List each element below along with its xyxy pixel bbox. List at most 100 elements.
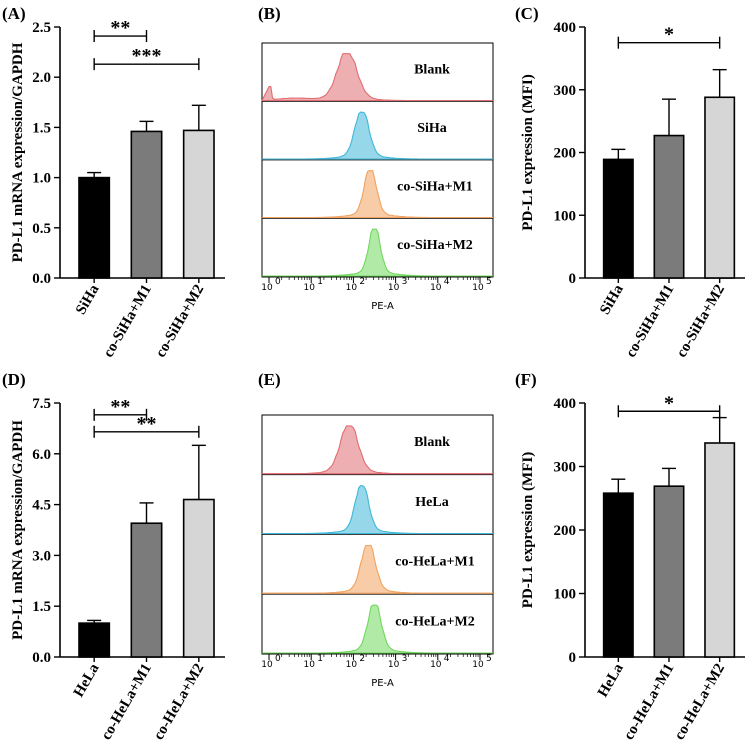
bar-0	[602, 492, 634, 658]
y-tick-label: 300	[554, 460, 577, 476]
track-label-1: HeLa	[415, 495, 448, 510]
x-tick-exponent: 0	[275, 277, 281, 287]
bar-0	[602, 158, 634, 279]
significance-stars-0: *	[664, 392, 674, 414]
y-tick-label: 1.5	[32, 599, 51, 615]
x-tick-label: 10	[261, 283, 273, 293]
panel-label-b: (B)	[258, 4, 281, 23]
histogram-0	[261, 53, 493, 102]
panel-label-f: (F)	[515, 370, 537, 389]
bar-0	[78, 622, 111, 658]
y-tick-label: 7.5	[32, 396, 51, 412]
significance-stars-0: *	[664, 24, 674, 46]
category-label-2: co-HeLa+M2	[672, 661, 728, 743]
histogram-1	[262, 485, 493, 535]
x-tick-exponent: 4	[444, 654, 450, 664]
y-axis-title: PD-L1 expression (MFI)	[520, 74, 536, 230]
significance-stars-0: **	[110, 396, 130, 418]
y-tick-label: 0.0	[32, 271, 51, 287]
y-tick-label: 200	[554, 146, 577, 162]
bar-2	[704, 442, 736, 658]
chart-e-hela-flow: BlankHeLaco-HeLa+M1co-HeLa+M210010110210…	[261, 414, 494, 689]
bar-1	[130, 522, 163, 658]
category-label-2: co-SiHa+M2	[674, 282, 728, 360]
x-tick-exponent: 5	[486, 277, 492, 287]
x-tick-label: 10	[430, 660, 442, 670]
category-label-2: co-SiHa+M2	[153, 282, 207, 360]
bar-0	[78, 176, 111, 279]
category-label-1: co-SiHa+M1	[101, 282, 155, 360]
x-tick-exponent: 1	[317, 277, 323, 287]
category-label-1: co-HeLa+M1	[99, 661, 155, 743]
bar-1	[653, 485, 685, 658]
x-tick-label: 10	[261, 660, 273, 670]
category-label-0: HeLa	[71, 661, 103, 700]
y-tick-label: 400	[554, 396, 577, 412]
y-tick-label: 300	[554, 83, 577, 99]
category-label-0: SiHa	[597, 282, 627, 318]
y-tick-label: 2.5	[32, 20, 51, 36]
category-label-2: co-HeLa+M2	[151, 661, 207, 743]
y-tick-label: 3.0	[32, 548, 51, 564]
x-tick-label: 10	[388, 283, 400, 293]
x-tick-exponent: 4	[444, 277, 450, 287]
track-label-0: Blank	[414, 435, 450, 450]
y-axis-title: PD-L1 expression (MFI)	[520, 452, 536, 608]
x-tick-label: 10	[472, 283, 484, 293]
chart-a-siha-mrna: 0.0 0.5 1.0 1.5 2.0 2.5 PD-L1 mRNA expression/…	[10, 17, 225, 360]
x-tick-label: 10	[388, 660, 400, 670]
category-label-1: co-SiHa+M1	[623, 282, 677, 360]
track-label-1: SiHa	[417, 121, 447, 136]
histogram-1	[262, 111, 493, 160]
x-tick-label: 10	[303, 283, 315, 293]
x-tick-exponent: 3	[402, 277, 408, 287]
bar-2	[182, 129, 215, 279]
y-tick-label: 0.0	[32, 650, 51, 666]
y-tick-label: 4.5	[32, 498, 51, 514]
y-tick-label: 6.0	[32, 447, 51, 463]
y-axis-title: PD-L1 mRNA expression/GAPDH	[10, 420, 26, 640]
x-tick-exponent: 2	[359, 654, 365, 664]
histogram-0	[261, 425, 494, 475]
bar-2	[182, 498, 215, 658]
panel-label-e: (E)	[258, 370, 281, 389]
y-tick-label: 2.0	[32, 70, 51, 86]
y-tick-label: 400	[554, 20, 577, 36]
significance-stars-1: **	[137, 413, 157, 435]
track-label-2: co-HeLa+M1	[395, 555, 475, 570]
x-tick-exponent: 2	[359, 277, 365, 287]
x-axis-title: PE-A	[371, 678, 394, 689]
x-tick-exponent: 0	[275, 654, 281, 664]
significance-stars-0: **	[110, 17, 130, 39]
y-tick-label: 0	[569, 650, 577, 666]
chart-b-siha-flow: BlankSiHaco-SiHa+M1co-SiHa+M210010110210…	[261, 42, 494, 312]
bar-1	[130, 130, 163, 279]
y-tick-label: 200	[554, 523, 577, 539]
y-tick-label: 0	[569, 271, 577, 287]
category-label-0: HeLa	[595, 661, 627, 700]
x-tick-exponent: 1	[317, 654, 323, 664]
track-label-3: co-HeLa+M2	[395, 614, 475, 629]
y-axis-title: PD-L1 mRNA expression/GAPDH	[10, 42, 26, 262]
bar-1	[653, 134, 685, 279]
category-label-1: co-HeLa+M1	[621, 661, 677, 743]
panel-label-d: (D)	[2, 370, 26, 389]
y-tick-label: 100	[554, 208, 577, 224]
bar-2	[704, 96, 736, 279]
panel-label-a: (A)	[2, 4, 26, 23]
significance-stars-1: ***	[132, 45, 162, 67]
y-tick-label: 1.0	[32, 171, 51, 187]
chart-d-hela-mrna: 0.0 1.5 3.0 4.5 6.0 7.5 PD-L1 mRNA expression/…	[10, 396, 225, 743]
x-tick-label: 10	[472, 660, 484, 670]
category-label-0: SiHa	[73, 282, 103, 318]
track-label-3: co-SiHa+M2	[397, 238, 473, 253]
x-tick-label: 10	[303, 660, 315, 670]
x-axis-title: PE-A	[371, 301, 394, 312]
y-tick-label: 100	[554, 587, 577, 603]
y-tick-label: 0.5	[32, 221, 51, 237]
x-tick-exponent: 5	[486, 654, 492, 664]
x-tick-exponent: 3	[402, 654, 408, 664]
